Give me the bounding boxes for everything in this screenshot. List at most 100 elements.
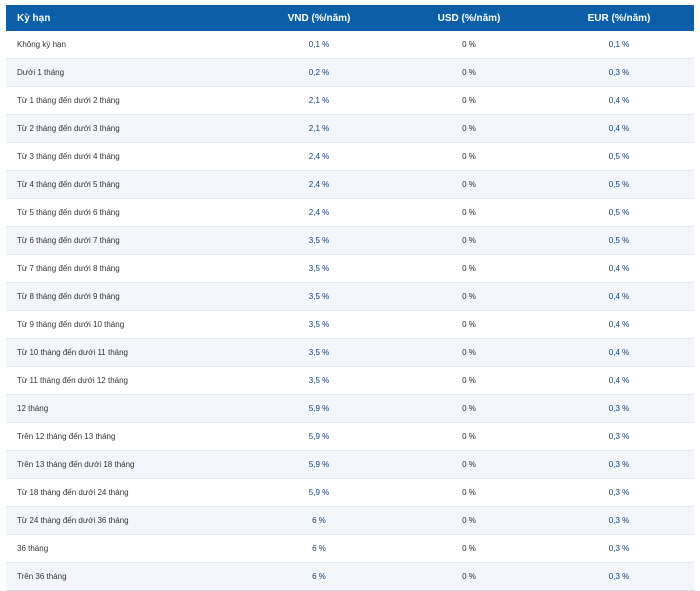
usd-rate-cell: 0 % bbox=[394, 198, 544, 227]
usd-rate-cell: 0 % bbox=[394, 562, 544, 591]
usd-rate-cell: 0 % bbox=[394, 338, 544, 367]
term-cell: Trên 13 tháng đến dưới 18 tháng bbox=[6, 450, 244, 479]
table-row: Từ 8 tháng đến dưới 9 tháng 3,5 % 0 % 0,4 % bbox=[6, 282, 694, 311]
vnd-rate-cell: 2,4 % bbox=[244, 142, 394, 171]
term-cell: Từ 2 tháng đến dưới 3 tháng bbox=[6, 114, 244, 143]
table-body: Không kỳ hạn 0,1 % 0 % 0,1 % Dưới 1 tháng 0,2… bbox=[6, 31, 694, 591]
table-row: Từ 10 tháng đến dưới 11 tháng 3,5 % 0 % 0,4… bbox=[6, 338, 694, 367]
vnd-rate-cell: 2,4 % bbox=[244, 198, 394, 227]
eur-rate-cell: 0,3 % bbox=[544, 450, 694, 479]
vnd-rate-cell: 6 % bbox=[244, 506, 394, 535]
eur-rate-cell: 0,3 % bbox=[544, 478, 694, 507]
term-cell: Không kỳ hạn bbox=[6, 31, 244, 59]
usd-rate-cell: 0 % bbox=[394, 114, 544, 143]
interest-rate-page: Kỳ hạn VND (%/năm) USD (%/năm) EUR (%/nă… bbox=[6, 5, 694, 591]
vnd-rate-cell: 5,9 % bbox=[244, 478, 394, 507]
eur-rate-cell: 0,5 % bbox=[544, 198, 694, 227]
vnd-rate-cell: 3,5 % bbox=[244, 254, 394, 283]
usd-rate-cell: 0 % bbox=[394, 534, 544, 563]
vnd-rate-cell: 3,5 % bbox=[244, 366, 394, 395]
usd-rate-cell: 0 % bbox=[394, 86, 544, 115]
table-row: Trên 13 tháng đến dưới 18 tháng 5,9 % 0 % 0… bbox=[6, 450, 694, 479]
usd-rate-cell: 0 % bbox=[394, 170, 544, 199]
table-row: Từ 2 tháng đến dưới 3 tháng 2,1 % 0 % 0,4 % bbox=[6, 114, 694, 143]
term-cell: Từ 4 tháng đến dưới 5 tháng bbox=[6, 170, 244, 199]
eur-rate-cell: 0,3 % bbox=[544, 58, 694, 87]
table-row: Từ 4 tháng đến dưới 5 tháng 2,4 % 0 % 0,5 % bbox=[6, 170, 694, 199]
term-cell: Từ 24 tháng đến dưới 36 tháng bbox=[6, 506, 244, 535]
table-row: Trên 36 tháng 6 % 0 % 0,3 % bbox=[6, 562, 694, 591]
eur-rate-cell: 0,4 % bbox=[544, 254, 694, 283]
term-cell: Từ 10 tháng đến dưới 11 tháng bbox=[6, 338, 244, 367]
eur-rate-cell: 0,3 % bbox=[544, 394, 694, 423]
term-cell: Từ 5 tháng đến dưới 6 tháng bbox=[6, 198, 244, 227]
vnd-rate-cell: 5,9 % bbox=[244, 394, 394, 423]
eur-rate-cell: 0,3 % bbox=[544, 562, 694, 591]
vnd-rate-cell: 6 % bbox=[244, 534, 394, 563]
vnd-rate-cell: 5,9 % bbox=[244, 450, 394, 479]
term-cell: Từ 7 tháng đến dưới 8 tháng bbox=[6, 254, 244, 283]
term-cell: Dưới 1 tháng bbox=[6, 58, 244, 87]
table-header: Kỳ hạn VND (%/năm) USD (%/năm) EUR (%/nă… bbox=[6, 5, 694, 31]
table-row: Dưới 1 tháng 0,2 % 0 % 0,3 % bbox=[6, 58, 694, 87]
term-cell: Từ 6 tháng đến dưới 7 tháng bbox=[6, 226, 244, 255]
table-row: Trên 12 tháng đến 13 tháng 5,9 % 0 % 0,3 % bbox=[6, 422, 694, 451]
term-cell: 12 tháng bbox=[6, 394, 244, 423]
table-row: Không kỳ hạn 0,1 % 0 % 0,1 % bbox=[6, 31, 694, 59]
usd-rate-cell: 0 % bbox=[394, 58, 544, 87]
table-row: Từ 9 tháng đến dưới 10 tháng 3,5 % 0 % 0,4 … bbox=[6, 310, 694, 339]
term-cell: 36 tháng bbox=[6, 534, 244, 563]
usd-rate-cell: 0 % bbox=[394, 506, 544, 535]
term-cell: Trên 12 tháng đến 13 tháng bbox=[6, 422, 244, 451]
table-row: Từ 3 tháng đến dưới 4 tháng 2,4 % 0 % 0,5 % bbox=[6, 142, 694, 171]
eur-rate-cell: 0,3 % bbox=[544, 422, 694, 451]
eur-rate-cell: 0,1 % bbox=[544, 31, 694, 59]
term-cell: Trên 36 tháng bbox=[6, 562, 244, 591]
eur-rate-cell: 0,3 % bbox=[544, 534, 694, 563]
table-row: Từ 18 tháng đến dưới 24 tháng 5,9 % 0 % 0,3… bbox=[6, 478, 694, 507]
header-usd: USD (%/năm) bbox=[394, 5, 544, 31]
term-cell: Từ 1 tháng đến dưới 2 tháng bbox=[6, 86, 244, 115]
vnd-rate-cell: 0,2 % bbox=[244, 58, 394, 87]
header-row: Kỳ hạn VND (%/năm) USD (%/năm) EUR (%/nă… bbox=[6, 5, 694, 31]
vnd-rate-cell: 2,1 % bbox=[244, 114, 394, 143]
header-vnd: VND (%/năm) bbox=[244, 5, 394, 31]
eur-rate-cell: 0,5 % bbox=[544, 142, 694, 171]
header-eur: EUR (%/năm) bbox=[544, 5, 694, 31]
usd-rate-cell: 0 % bbox=[394, 226, 544, 255]
term-cell: Từ 9 tháng đến dưới 10 tháng bbox=[6, 310, 244, 339]
usd-rate-cell: 0 % bbox=[394, 310, 544, 339]
usd-rate-cell: 0 % bbox=[394, 450, 544, 479]
usd-rate-cell: 0 % bbox=[394, 31, 544, 59]
eur-rate-cell: 0,4 % bbox=[544, 310, 694, 339]
eur-rate-cell: 0,5 % bbox=[544, 226, 694, 255]
vnd-rate-cell: 2,1 % bbox=[244, 86, 394, 115]
table-row: 36 tháng 6 % 0 % 0,3 % bbox=[6, 534, 694, 563]
usd-rate-cell: 0 % bbox=[394, 422, 544, 451]
vnd-rate-cell: 2,4 % bbox=[244, 170, 394, 199]
vnd-rate-cell: 0,1 % bbox=[244, 31, 394, 59]
vnd-rate-cell: 3,5 % bbox=[244, 226, 394, 255]
term-cell: Từ 8 tháng đến dưới 9 tháng bbox=[6, 282, 244, 311]
eur-rate-cell: 0,4 % bbox=[544, 338, 694, 367]
interest-rate-table: Kỳ hạn VND (%/năm) USD (%/năm) EUR (%/nă… bbox=[6, 5, 694, 591]
header-term: Kỳ hạn bbox=[6, 5, 244, 31]
usd-rate-cell: 0 % bbox=[394, 366, 544, 395]
table-row: Từ 7 tháng đến dưới 8 tháng 3,5 % 0 % 0,4 % bbox=[6, 254, 694, 283]
usd-rate-cell: 0 % bbox=[394, 254, 544, 283]
table-row: Từ 5 tháng đến dưới 6 tháng 2,4 % 0 % 0,5 % bbox=[6, 198, 694, 227]
vnd-rate-cell: 5,9 % bbox=[244, 422, 394, 451]
table-row: 12 tháng 5,9 % 0 % 0,3 % bbox=[6, 394, 694, 423]
eur-rate-cell: 0,4 % bbox=[544, 282, 694, 311]
table-row: Từ 24 tháng đến dưới 36 tháng 6 % 0 % 0,3 % bbox=[6, 506, 694, 535]
vnd-rate-cell: 3,5 % bbox=[244, 338, 394, 367]
term-cell: Từ 18 tháng đến dưới 24 tháng bbox=[6, 478, 244, 507]
eur-rate-cell: 0,5 % bbox=[544, 170, 694, 199]
vnd-rate-cell: 6 % bbox=[244, 562, 394, 591]
table-row: Từ 1 tháng đến dưới 2 tháng 2,1 % 0 % 0,4 % bbox=[6, 86, 694, 115]
usd-rate-cell: 0 % bbox=[394, 282, 544, 311]
table-row: Từ 11 tháng đến dưới 12 tháng 3,5 % 0 % 0,4… bbox=[6, 366, 694, 395]
term-cell: Từ 3 tháng đến dưới 4 tháng bbox=[6, 142, 244, 171]
vnd-rate-cell: 3,5 % bbox=[244, 282, 394, 311]
term-cell: Từ 11 tháng đến dưới 12 tháng bbox=[6, 366, 244, 395]
